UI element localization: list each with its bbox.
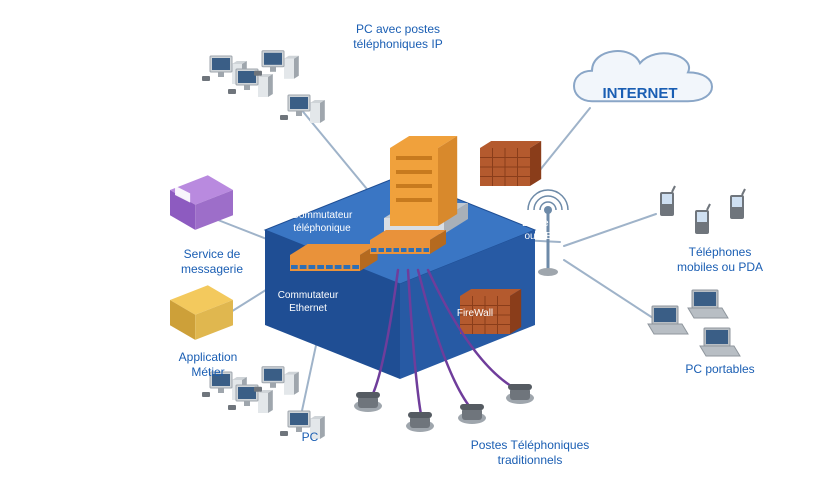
network-diagram: { "canvas":{"w":840,"h":500,"bg":"#fffff…: [0, 0, 840, 500]
label-app-metier: Application Métier: [148, 350, 268, 380]
label-commut-eth: Commutateur Ethernet: [268, 290, 348, 315]
label-firewall-bot: FireWall: [445, 308, 505, 321]
label-pc: PC: [280, 430, 340, 445]
label-borne: Borne Wifi ou DECT: [510, 218, 580, 243]
label-postes-tel: Postes Téléphoniques traditionnels: [430, 438, 630, 468]
label-pc-port: PC portables: [640, 362, 800, 377]
label-firewall-top: Firewall: [488, 118, 548, 131]
label-service-msg: Service de messagerie: [152, 247, 272, 277]
label-tel-mob: Téléphones mobiles ou PDA: [640, 245, 800, 275]
label-commut-tel: Commutateur téléphonique: [282, 210, 362, 235]
label-pc-ip: PC avec postes téléphoniques IP: [318, 22, 478, 52]
label-serveur: Serveur informatique: [390, 102, 470, 127]
label-internet: INTERNET: [580, 85, 700, 104]
